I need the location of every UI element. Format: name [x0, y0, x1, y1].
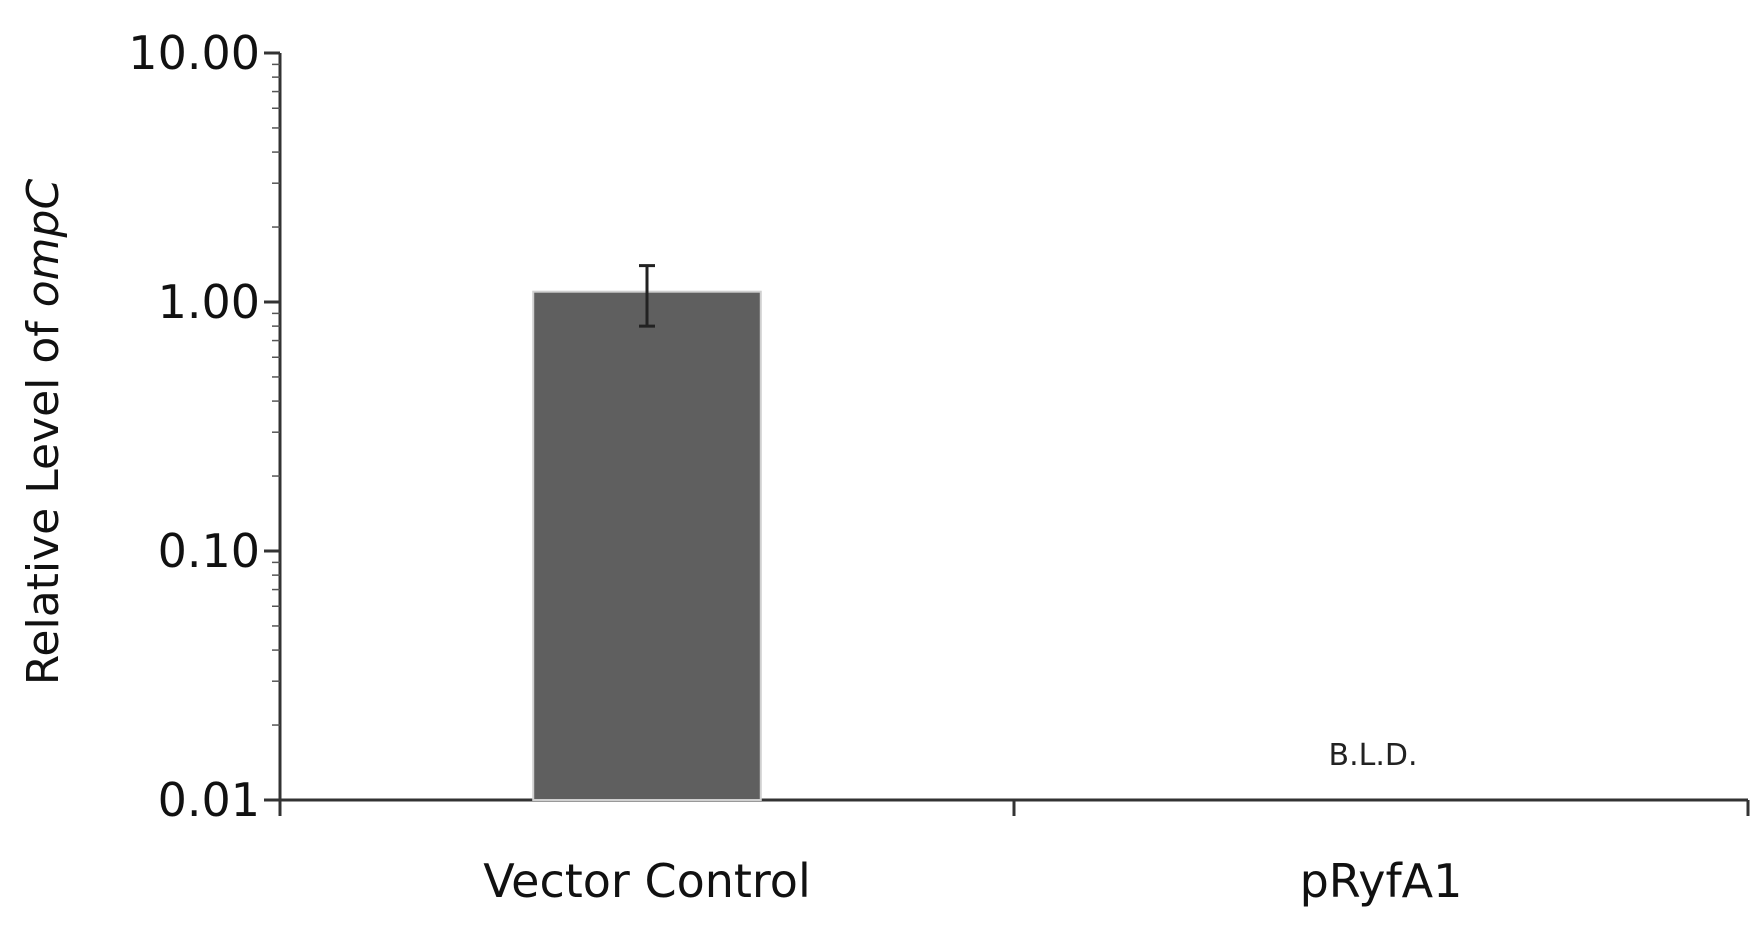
y-tick-label: 10.00	[128, 26, 260, 80]
y-tick-label: 0.01	[158, 773, 260, 827]
bars	[532, 264, 762, 801]
labels: Vector Control pRyfA1 B.L.D.	[483, 738, 1462, 908]
y-axis: 10.00 1.00 0.10 0.01	[128, 26, 282, 827]
x-tick-label: Vector Control	[483, 854, 810, 908]
x-axis	[264, 798, 1750, 816]
bar	[532, 290, 762, 801]
y-axis-title-main: Relative Level of	[18, 307, 69, 685]
y-tick-label: 1.00	[158, 275, 260, 329]
y-axis-title-italic: ompC	[18, 179, 69, 308]
annotation-label: B.L.D.	[1328, 738, 1417, 773]
x-tick-label: pRyfA1	[1300, 854, 1463, 908]
y-tick-label: 0.10	[158, 524, 260, 578]
y-axis-title: Relative Level of ompC	[18, 179, 69, 686]
